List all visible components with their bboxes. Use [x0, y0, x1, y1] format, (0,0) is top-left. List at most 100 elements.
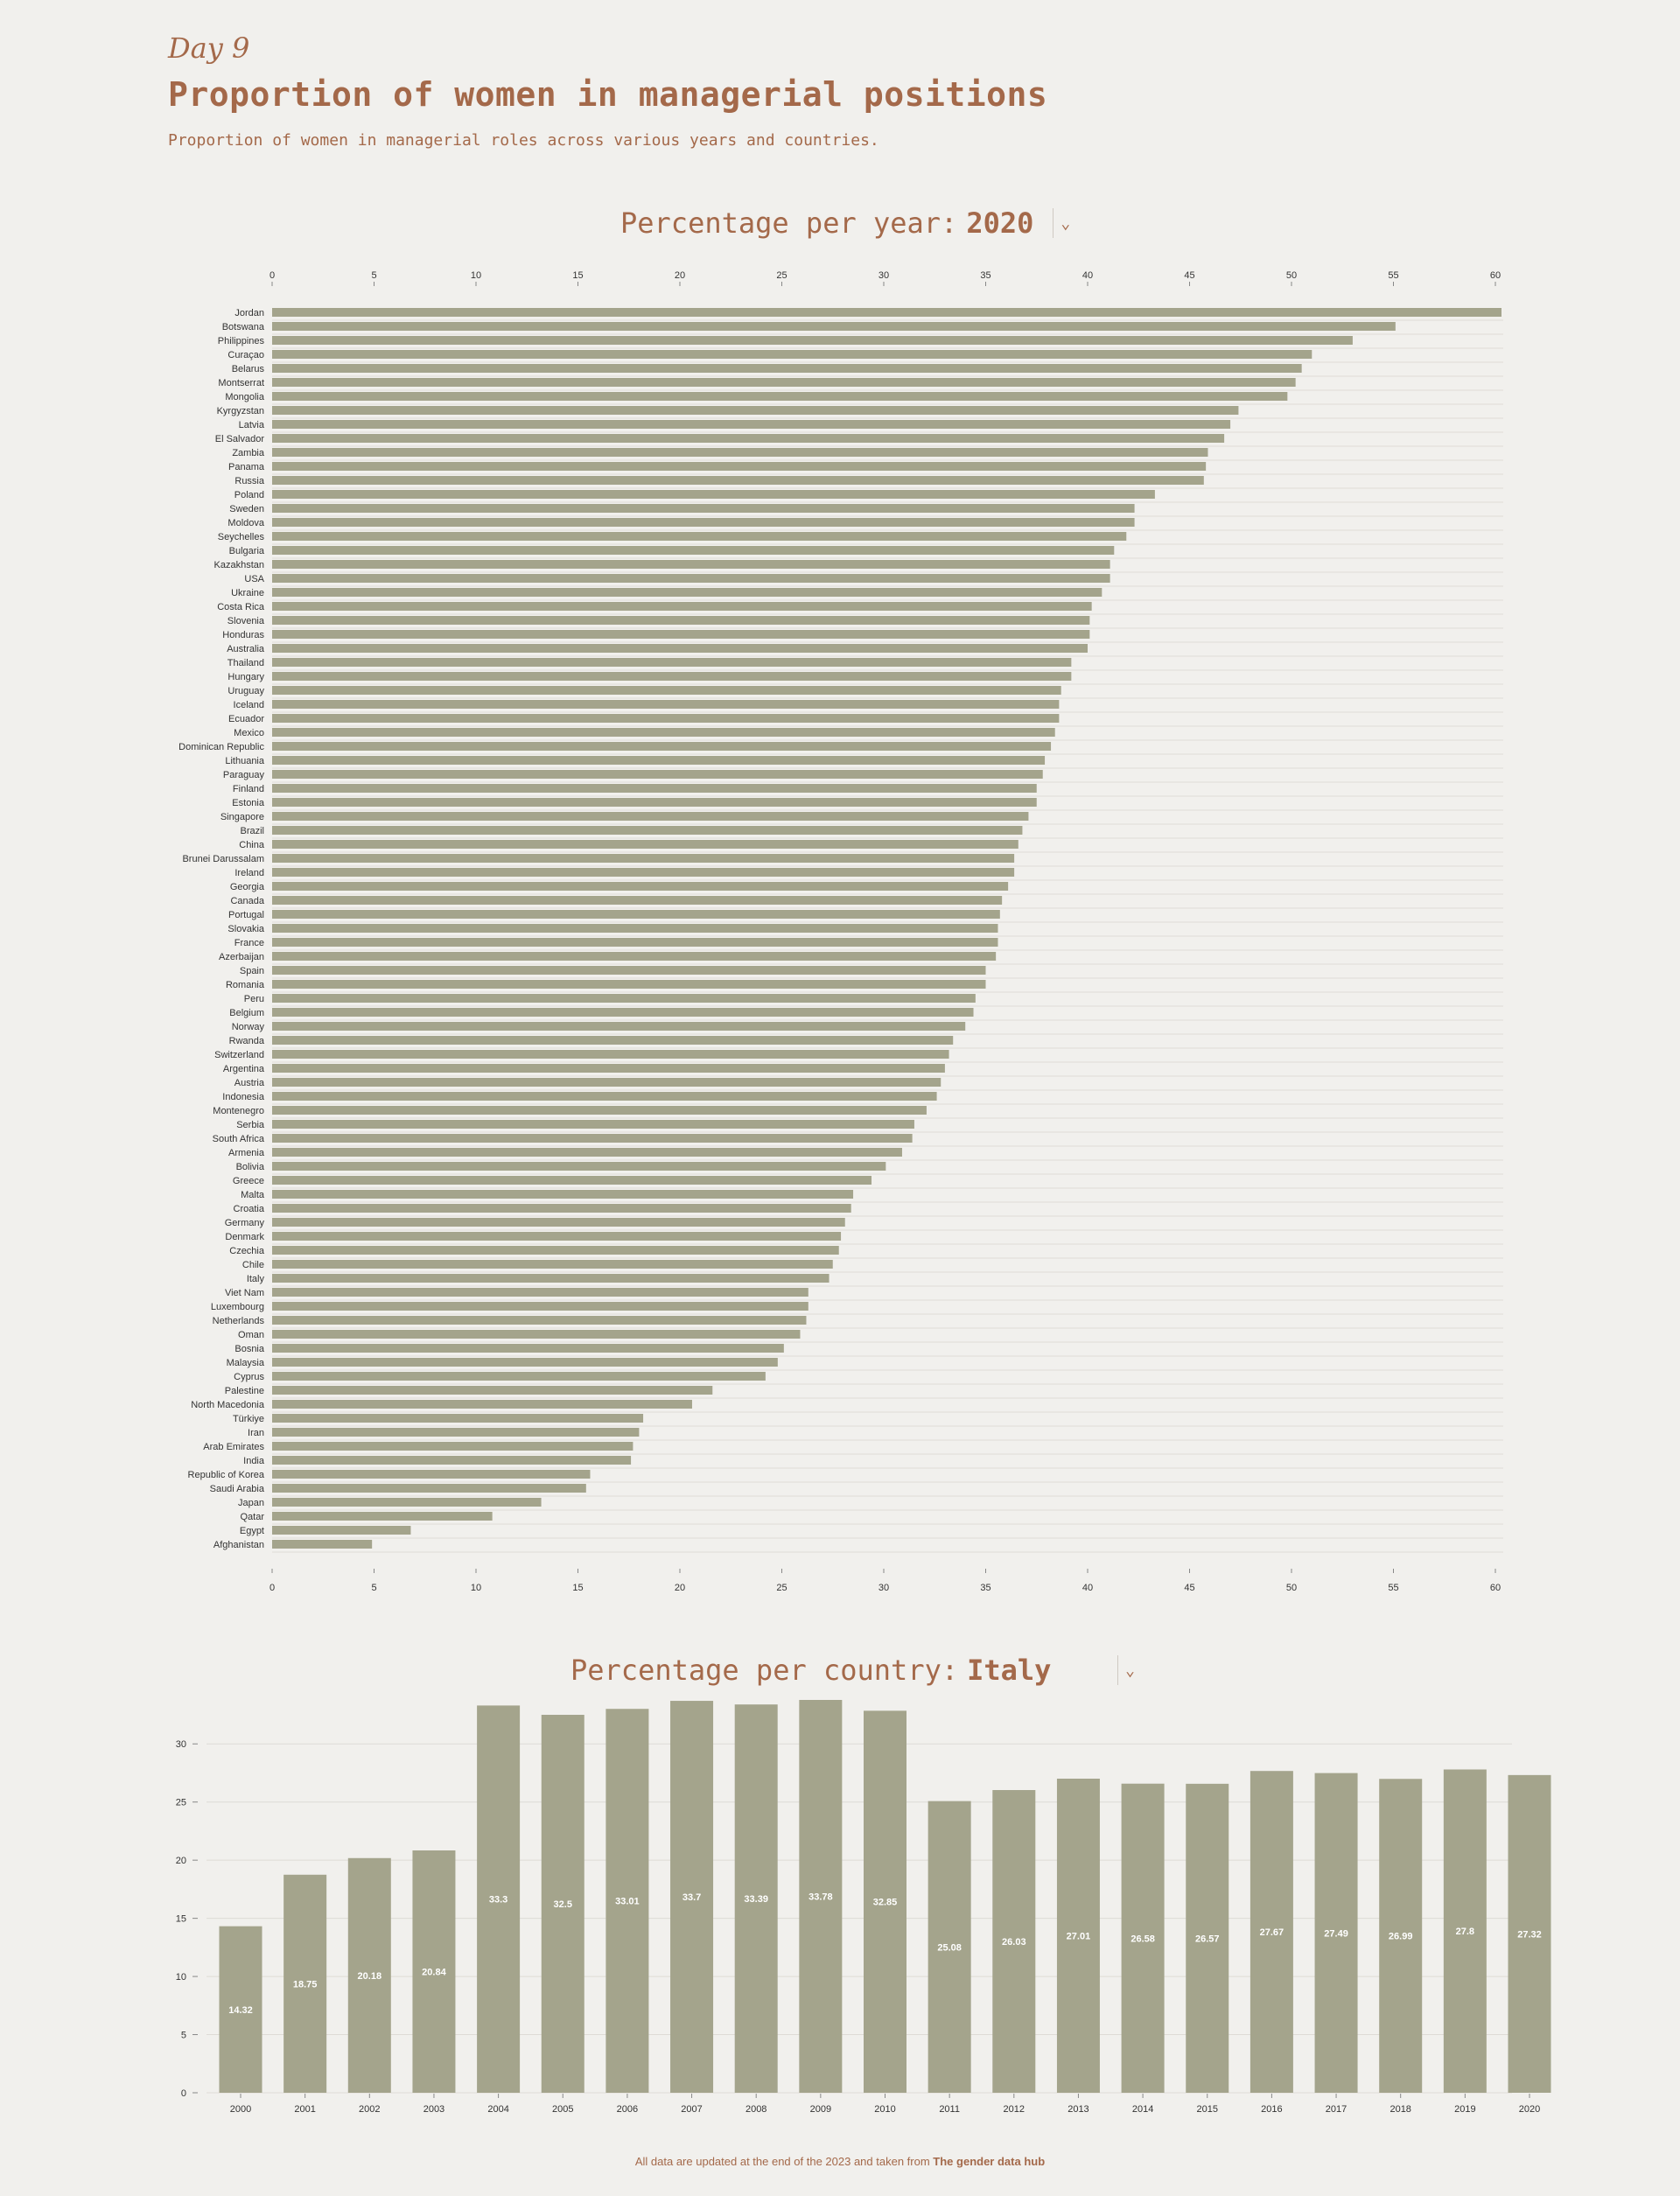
bar-bulgaria[interactable] [272, 546, 1115, 555]
bar-viet-nam[interactable] [272, 1288, 808, 1297]
bar-norway[interactable] [272, 1022, 966, 1031]
bar-poland[interactable] [272, 490, 1155, 499]
bar-singapore[interactable] [272, 812, 1029, 821]
bar-kyrgyzstan[interactable] [272, 406, 1239, 415]
bar-azerbaijan[interactable] [272, 952, 997, 961]
bar-france[interactable] [272, 938, 998, 947]
bar-2017[interactable] [1314, 1773, 1358, 2093]
bar-oman[interactable] [272, 1330, 801, 1339]
bar-paraguay[interactable] [272, 770, 1043, 779]
bar-armenia[interactable] [272, 1148, 902, 1157]
bar-el-salvador[interactable] [272, 434, 1225, 443]
bar-chile[interactable] [272, 1260, 833, 1269]
bar-ecuador[interactable] [272, 714, 1060, 723]
bar-thailand[interactable] [272, 658, 1072, 667]
country-selector-value[interactable]: Italy [967, 1654, 1052, 1687]
bar-cyprus[interactable] [272, 1372, 766, 1381]
bar-2012[interactable] [992, 1790, 1036, 2093]
bar-switzerland[interactable] [272, 1050, 949, 1059]
bar-bosnia[interactable] [272, 1344, 784, 1353]
bar-croatia[interactable] [272, 1204, 851, 1213]
bar-rwanda[interactable] [272, 1036, 954, 1045]
bar-latvia[interactable] [272, 420, 1231, 429]
bar-mexico[interactable] [272, 728, 1055, 737]
bar-slovakia[interactable] [272, 924, 998, 933]
bar-georgia[interactable] [272, 882, 1009, 891]
bar-2011[interactable] [928, 1801, 971, 2093]
bar-qatar[interactable] [272, 1512, 493, 1521]
country-selector[interactable]: Percentage per country: Italy ⌄ [570, 1654, 1135, 1687]
data-source-link[interactable]: The gender data hub [933, 2155, 1046, 2168]
bar-iran[interactable] [272, 1428, 640, 1437]
bar-afghanistan[interactable] [272, 1540, 373, 1549]
bar-philippines[interactable] [272, 336, 1353, 345]
bar-peru[interactable] [272, 994, 976, 1003]
bar-belarus[interactable] [272, 364, 1302, 373]
bar-uruguay[interactable] [272, 686, 1061, 695]
bar-2002[interactable] [347, 1857, 391, 2093]
bar-russia[interactable] [272, 476, 1204, 485]
bar-montenegro[interactable] [272, 1106, 927, 1115]
bar-malta[interactable] [272, 1190, 854, 1199]
bar-honduras[interactable] [272, 630, 1090, 639]
bar-usa[interactable] [272, 574, 1110, 583]
bar-south-africa[interactable] [272, 1134, 913, 1143]
bar-2015[interactable] [1186, 1783, 1229, 2093]
bar-serbia[interactable] [272, 1120, 914, 1129]
bar-kazakhstan[interactable] [272, 560, 1110, 569]
bar-finland[interactable] [272, 784, 1037, 793]
bar-dominican-republic[interactable] [272, 742, 1052, 751]
bar-saudi-arabia[interactable] [272, 1484, 586, 1493]
bar-luxembourg[interactable] [272, 1302, 808, 1311]
bar-italy[interactable] [272, 1274, 830, 1283]
bar-portugal[interactable] [272, 910, 1000, 919]
bar-botswana[interactable] [272, 322, 1396, 331]
bar-2013[interactable] [1056, 1778, 1100, 2093]
bar-mongolia[interactable] [272, 392, 1288, 401]
bar-2006[interactable] [606, 1709, 649, 2093]
bar-japan[interactable] [272, 1498, 542, 1507]
bar-2004[interactable] [477, 1705, 521, 2093]
bar-ukraine[interactable] [272, 588, 1102, 597]
bar-sweden[interactable] [272, 504, 1135, 513]
bar-brunei-darussalam[interactable] [272, 854, 1015, 863]
bar-hungary[interactable] [272, 672, 1072, 681]
bar-slovenia[interactable] [272, 616, 1090, 625]
bar-north-macedonia[interactable] [272, 1400, 692, 1409]
bar-2000[interactable] [219, 1926, 262, 2093]
bar-argentina[interactable] [272, 1064, 945, 1073]
bar-jordan[interactable] [272, 308, 1502, 317]
bar-2014[interactable] [1121, 1783, 1165, 2093]
bar-bolivia[interactable] [272, 1162, 886, 1171]
bar-2001[interactable] [284, 1874, 327, 2093]
bar-australia[interactable] [272, 644, 1088, 653]
bar-ireland[interactable] [272, 868, 1015, 877]
bar-germany[interactable] [272, 1218, 845, 1227]
bar-cura-ao[interactable] [272, 350, 1312, 359]
bar-netherlands[interactable] [272, 1316, 807, 1325]
bar-montserrat[interactable] [272, 378, 1296, 387]
bar-2003[interactable] [412, 1850, 456, 2093]
bar-zambia[interactable] [272, 448, 1208, 457]
bar-2009[interactable] [799, 1700, 843, 2093]
year-selector-value[interactable]: 2020 [966, 206, 1034, 240]
bar-2008[interactable] [734, 1704, 778, 2093]
bar-2020[interactable] [1508, 1774, 1551, 2093]
bar-estonia[interactable] [272, 798, 1037, 807]
bar-2007[interactable] [670, 1701, 714, 2093]
bar-2016[interactable] [1250, 1771, 1293, 2093]
bar-costa-rica[interactable] [272, 602, 1092, 611]
bar-czechia[interactable] [272, 1246, 839, 1255]
bar-2019[interactable] [1443, 1769, 1487, 2093]
bar-republic-of-korea[interactable] [272, 1470, 591, 1479]
bar-malaysia[interactable] [272, 1358, 778, 1367]
bar-indonesia[interactable] [272, 1092, 937, 1101]
year-selector[interactable]: Percentage per year: 2020 ⌄ [620, 206, 1070, 240]
bar-greece[interactable] [272, 1176, 872, 1185]
chevron-down-icon[interactable]: ⌄ [1125, 1661, 1135, 1680]
bar-iceland[interactable] [272, 700, 1060, 709]
bar-austria[interactable] [272, 1078, 942, 1087]
bar-egypt[interactable] [272, 1526, 411, 1535]
bar-china[interactable] [272, 840, 1018, 849]
bar-moldova[interactable] [272, 518, 1135, 527]
